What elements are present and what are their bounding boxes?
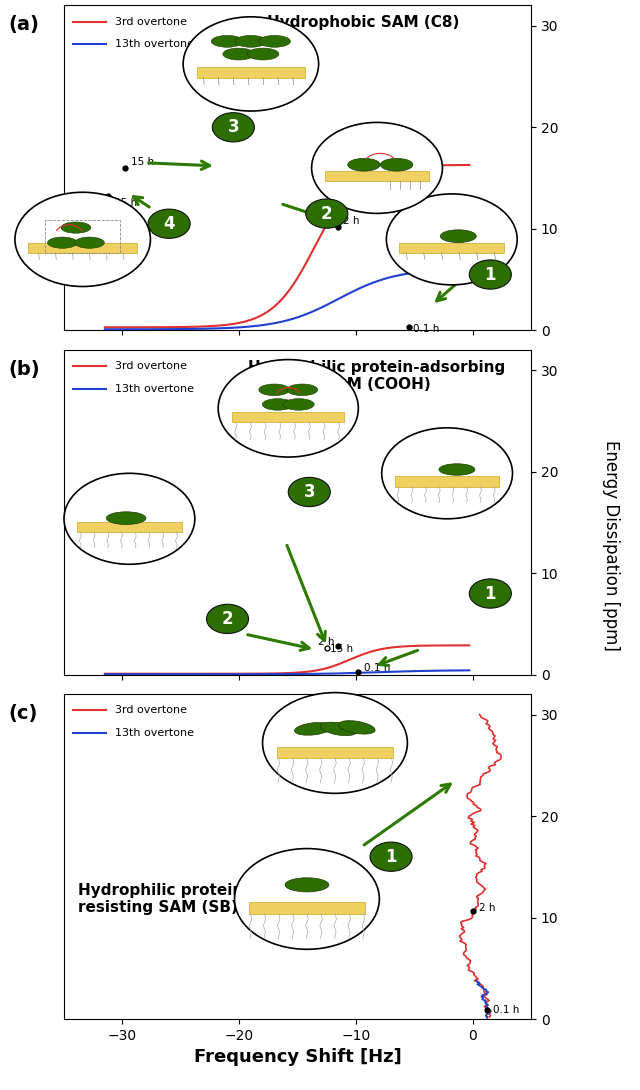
Ellipse shape [294,723,332,736]
Ellipse shape [284,399,314,410]
Ellipse shape [339,720,375,734]
Text: 13th overtone: 13th overtone [115,728,195,738]
Text: 15 h: 15 h [131,157,154,167]
Text: 13th overtone: 13th overtone [115,384,195,393]
Circle shape [234,849,380,949]
Text: 0.1 h: 0.1 h [493,1005,519,1015]
Circle shape [469,259,511,289]
Ellipse shape [106,512,146,524]
Bar [29,243,137,253]
Text: 2 h: 2 h [479,903,495,912]
Ellipse shape [440,230,476,243]
Ellipse shape [348,158,380,171]
Circle shape [212,112,254,142]
Bar [77,522,182,532]
Text: 0.1 h: 0.1 h [413,324,440,334]
Text: 3rd overtone: 3rd overtone [115,361,188,371]
Circle shape [64,473,195,565]
Circle shape [183,16,319,111]
Text: (a): (a) [8,15,39,34]
Ellipse shape [262,399,293,410]
Ellipse shape [287,384,317,396]
Text: 1: 1 [484,266,496,283]
Ellipse shape [380,158,413,171]
Circle shape [262,692,408,794]
Circle shape [370,843,412,871]
Circle shape [288,477,330,507]
Text: 1: 1 [484,584,496,603]
Circle shape [312,122,442,214]
Bar [232,412,344,423]
Circle shape [218,360,358,457]
Text: 0.1 h: 0.1 h [364,663,390,673]
Ellipse shape [61,222,91,233]
Text: 2 h: 2 h [319,637,335,646]
Text: 3rd overtone: 3rd overtone [115,705,188,715]
Bar [399,243,504,253]
Ellipse shape [47,237,77,249]
Ellipse shape [247,48,279,60]
Text: Hydrophobic SAM (C8): Hydrophobic SAM (C8) [267,15,459,31]
Circle shape [387,194,517,284]
Circle shape [207,604,248,633]
Circle shape [148,209,190,239]
Text: 2: 2 [221,610,234,628]
Ellipse shape [259,384,290,396]
Text: (b): (b) [8,360,40,378]
Ellipse shape [235,35,267,47]
Bar [196,68,305,77]
Circle shape [469,579,511,608]
Text: Hydrophilic protein-
resisting SAM (SB): Hydrophilic protein- resisting SAM (SB) [78,883,250,916]
Bar [324,171,429,181]
Ellipse shape [259,35,291,47]
Circle shape [15,192,150,287]
Ellipse shape [74,237,104,249]
Bar [249,903,365,913]
Circle shape [306,199,348,228]
Text: 2: 2 [321,205,333,222]
X-axis label: Frequency Shift [Hz]: Frequency Shift [Hz] [194,1049,401,1066]
Circle shape [381,427,513,519]
Text: Energy Dissipation [ppm]: Energy Dissipation [ppm] [602,439,620,651]
Text: 1: 1 [385,848,397,865]
Bar [395,476,499,486]
Text: 15 h: 15 h [330,644,353,654]
Bar [277,747,393,758]
Ellipse shape [285,877,329,892]
Ellipse shape [320,723,357,736]
Text: 45 h: 45 h [114,198,138,208]
Text: 3rd overtone: 3rd overtone [115,16,188,26]
Ellipse shape [439,463,475,475]
Text: 13th overtone: 13th overtone [115,39,195,49]
Text: Hydrophilic protein-adsorbing
SAM (COOH): Hydrophilic protein-adsorbing SAM (COOH) [248,360,506,392]
Ellipse shape [211,35,243,47]
Text: 3: 3 [303,483,315,501]
Text: 3: 3 [228,119,239,136]
Text: 4: 4 [163,215,175,233]
Text: (c): (c) [8,704,37,723]
Text: 2 h: 2 h [343,216,360,226]
Ellipse shape [223,48,255,60]
